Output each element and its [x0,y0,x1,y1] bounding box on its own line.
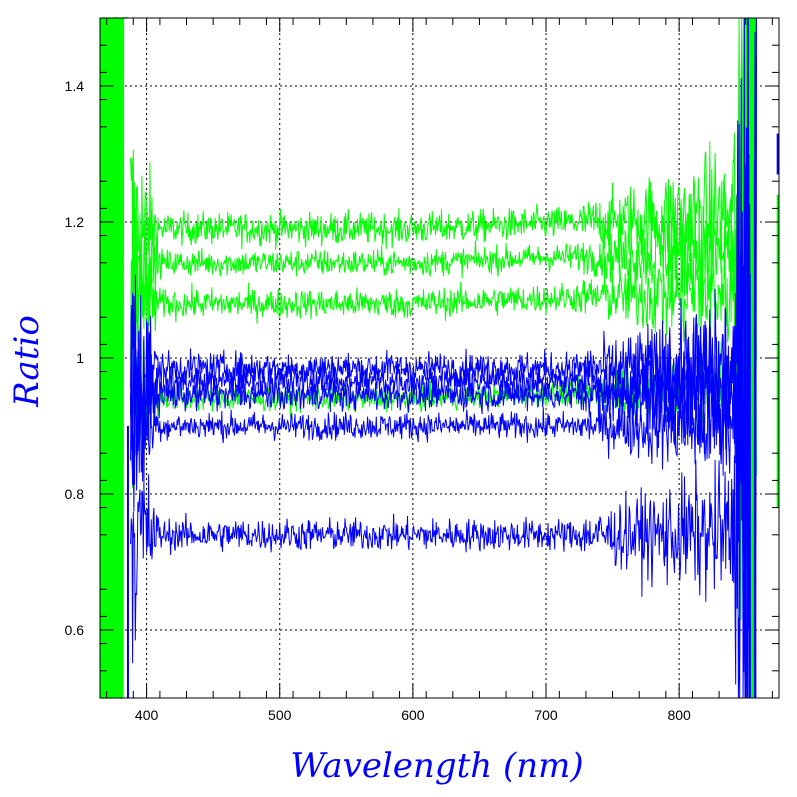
green-ratio-series [130,17,757,699]
y-tick-label: 1.4 [65,78,85,94]
blue-ratio-series [130,17,757,699]
green-ratio-series [130,17,757,699]
green-ratio-series [130,17,757,677]
y-tick-label: 0.8 [65,486,85,502]
blue-ratio-series [130,17,757,699]
x-tick-label: 500 [268,707,292,723]
axis-ticks: 400 500 600 700 800 0.6 0.8 1 1.2 1.4 [65,18,779,723]
x-tick-label: 400 [135,707,159,723]
y-axis-title: Ratio [7,315,47,408]
x-tick-label: 800 [667,707,691,723]
y-tick-label: 1 [76,350,84,366]
y-tick-label: 0.6 [65,622,85,638]
y-tick-label: 1.2 [65,214,85,230]
x-axis-title: Wavelength (nm) [290,746,583,786]
x-tick-label: 600 [401,707,425,723]
x-tick-label: 700 [534,707,558,723]
blue-ratio-series [130,207,757,699]
